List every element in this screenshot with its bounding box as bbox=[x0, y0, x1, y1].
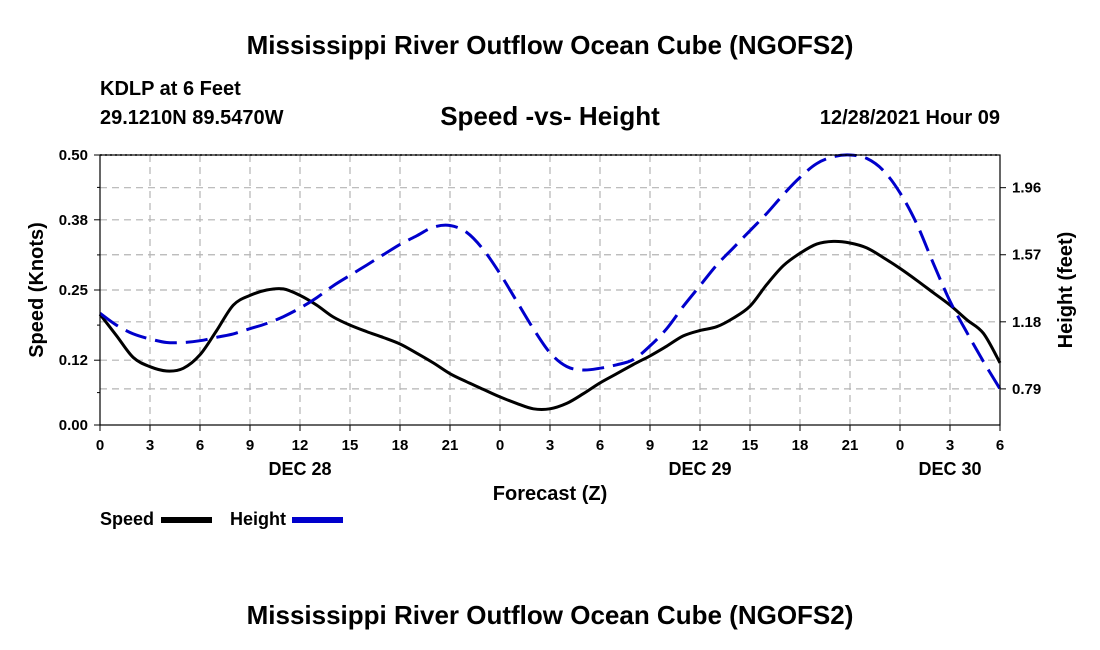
x-axis-title: Forecast (Z) bbox=[493, 483, 607, 505]
y2-tick-label: 0.79 bbox=[1012, 381, 1041, 398]
legend-speed-label: Speed bbox=[100, 509, 155, 529]
x-tick-label: 0 bbox=[496, 437, 504, 454]
x-tick-label: 15 bbox=[742, 437, 759, 454]
x-tick-label: 0 bbox=[96, 437, 104, 454]
y-axis-title: Speed (Knots) bbox=[26, 222, 48, 358]
legend-speed-swatch bbox=[161, 517, 212, 523]
y-tick-label: 0.00 bbox=[59, 417, 88, 434]
grid-lines bbox=[100, 155, 1000, 425]
chart-main-title: Mississippi River Outflow Ocean Cube (NG… bbox=[246, 30, 854, 60]
legend-height-label: Height bbox=[230, 509, 286, 529]
speed-series-line bbox=[98, 239, 1002, 411]
x-tick-label: 21 bbox=[442, 437, 459, 454]
x-tick-label: 12 bbox=[692, 437, 709, 454]
x-tick-label: 3 bbox=[146, 437, 154, 454]
x-tick-label: 6 bbox=[196, 437, 204, 454]
x-tick-label: 6 bbox=[596, 437, 604, 454]
y2-tick-label: 1.57 bbox=[1012, 247, 1041, 264]
chart-footer-title: Mississippi River Outflow Ocean Cube (NG… bbox=[246, 600, 854, 630]
x-tick-label: 0 bbox=[896, 437, 904, 454]
x-date-label: DEC 30 bbox=[918, 459, 981, 479]
y2-tick-label: 1.18 bbox=[1012, 314, 1041, 331]
x-tick-label: 6 bbox=[996, 437, 1004, 454]
x-date-label: DEC 28 bbox=[268, 459, 331, 479]
x-tick-label: 3 bbox=[946, 437, 954, 454]
station-coordinates: 29.1210N 89.5470W bbox=[100, 107, 284, 129]
y-tick-label: 0.12 bbox=[59, 352, 88, 369]
x-tick-label: 15 bbox=[342, 437, 359, 454]
x-tick-label: 9 bbox=[246, 437, 254, 454]
forecast-datetime: 12/28/2021 Hour 09 bbox=[819, 107, 1000, 129]
station-label: KDLP at 6 Feet bbox=[100, 78, 241, 100]
y-tick-label: 0.50 bbox=[59, 147, 88, 164]
x-tick-label: 18 bbox=[792, 437, 809, 454]
legend-height-swatch bbox=[292, 517, 343, 523]
axis-ticks: 0 3 6 9 12 15 18 21 0 3 6 9 12 15 18 21 0 3 6 DEC 28 DEC 29 D… bbox=[59, 147, 1041, 479]
x-tick-label: 12 bbox=[292, 437, 309, 454]
y-tick-label: 0.38 bbox=[59, 212, 88, 229]
x-tick-label: 21 bbox=[842, 437, 859, 454]
chart-subtitle: Speed -vs- Height bbox=[440, 101, 660, 131]
y-tick-label: 0.25 bbox=[59, 282, 88, 299]
x-tick-label: 18 bbox=[392, 437, 409, 454]
x-date-label: DEC 29 bbox=[668, 459, 731, 479]
y2-tick-label: 1.96 bbox=[1012, 180, 1041, 197]
y2-axis-title: Height (feet) bbox=[1055, 232, 1077, 349]
x-tick-label: 3 bbox=[546, 437, 554, 454]
x-tick-label: 9 bbox=[646, 437, 654, 454]
